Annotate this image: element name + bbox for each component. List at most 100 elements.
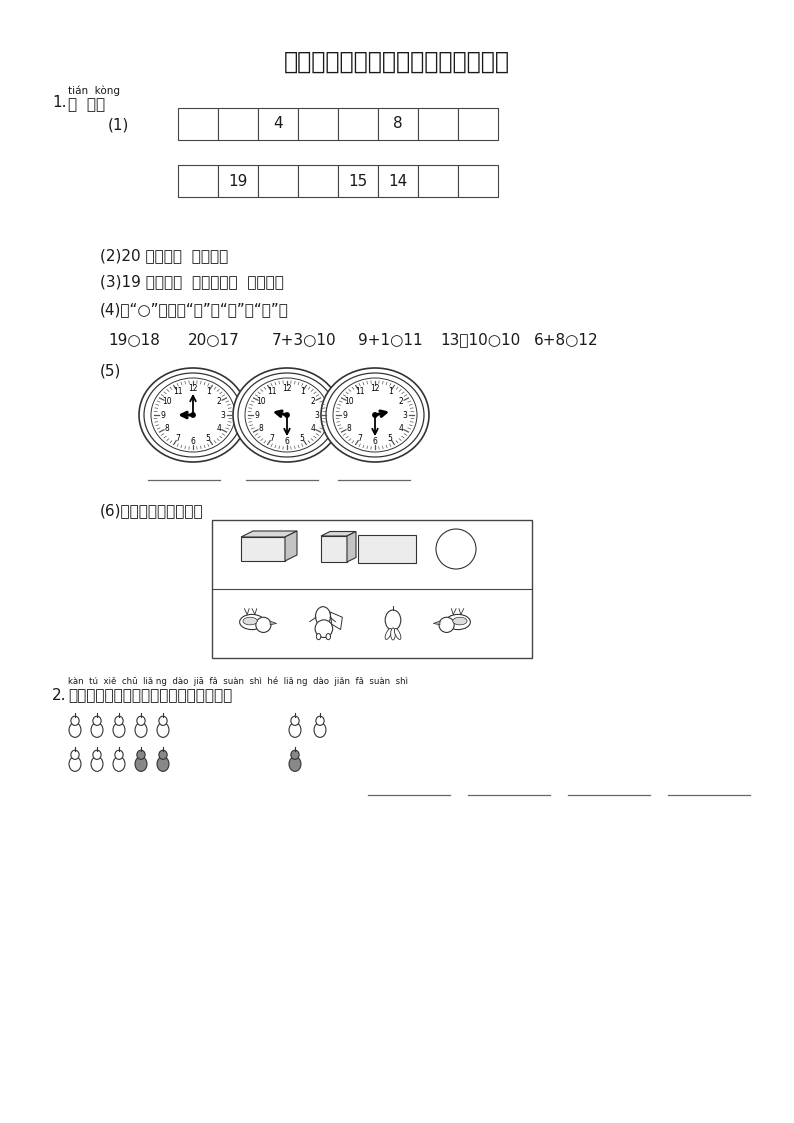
Text: 11: 11: [355, 387, 364, 396]
Bar: [298, 108, 338, 140]
Text: 4: 4: [273, 117, 283, 131]
Ellipse shape: [240, 614, 264, 630]
Ellipse shape: [289, 722, 301, 738]
Circle shape: [315, 620, 333, 638]
Ellipse shape: [137, 716, 145, 725]
Text: 7: 7: [175, 433, 180, 442]
Text: 9: 9: [160, 411, 165, 420]
Ellipse shape: [93, 716, 101, 725]
Ellipse shape: [233, 368, 341, 462]
Text: 6+8○12: 6+8○12: [534, 332, 599, 347]
Text: 看图写出两道加法算式和两道减法算式。: 看图写出两道加法算式和两道减法算式。: [68, 688, 233, 703]
Ellipse shape: [314, 722, 326, 738]
Bar: [358, 535, 416, 563]
Text: tián  kòng: tián kòng: [68, 86, 120, 97]
Text: 2: 2: [399, 398, 403, 407]
Text: 6: 6: [191, 437, 195, 446]
Ellipse shape: [115, 716, 123, 725]
Text: 3: 3: [221, 411, 225, 420]
Text: (4)在“○”里填上“＞”、“＜”或“＝”。: (4)在“○”里填上“＞”、“＜”或“＝”。: [100, 302, 289, 317]
Bar: [458, 165, 498, 197]
Ellipse shape: [93, 750, 101, 759]
Bar: [418, 108, 458, 140]
Ellipse shape: [315, 606, 330, 626]
Circle shape: [191, 413, 195, 418]
Text: 4: 4: [399, 423, 403, 432]
Ellipse shape: [69, 722, 81, 738]
Text: 2: 2: [217, 398, 222, 407]
Text: 3: 3: [314, 411, 320, 420]
Bar: [178, 165, 218, 197]
Bar: [458, 108, 498, 140]
Text: 12: 12: [370, 384, 380, 393]
Bar: [258, 108, 298, 140]
Polygon shape: [241, 531, 297, 537]
Text: 9+1○11: 9+1○11: [358, 332, 422, 347]
Ellipse shape: [316, 633, 321, 640]
Text: 8: 8: [258, 423, 263, 432]
Text: 5: 5: [206, 433, 210, 442]
Ellipse shape: [385, 629, 391, 639]
Polygon shape: [330, 612, 342, 630]
Text: 12: 12: [282, 384, 291, 393]
Circle shape: [436, 529, 476, 569]
Text: 9: 9: [342, 411, 347, 420]
Text: 1: 1: [300, 387, 304, 396]
Ellipse shape: [453, 618, 467, 624]
Text: 5: 5: [299, 433, 305, 442]
Ellipse shape: [238, 373, 336, 457]
Ellipse shape: [139, 368, 247, 462]
Text: 4: 4: [310, 423, 316, 432]
Text: 1: 1: [206, 387, 210, 396]
Text: (6)把不同类的圈出来。: (6)把不同类的圈出来。: [100, 503, 203, 518]
Ellipse shape: [135, 722, 147, 738]
Ellipse shape: [385, 610, 401, 630]
Ellipse shape: [245, 378, 329, 451]
Polygon shape: [347, 531, 356, 562]
Circle shape: [285, 413, 289, 418]
Text: 11: 11: [267, 387, 276, 396]
Ellipse shape: [326, 373, 424, 457]
Ellipse shape: [445, 614, 470, 630]
Circle shape: [373, 413, 377, 418]
Ellipse shape: [395, 629, 401, 639]
Text: 10: 10: [162, 398, 172, 407]
Text: 12: 12: [188, 384, 198, 393]
Bar: [298, 165, 338, 197]
Ellipse shape: [291, 716, 299, 725]
Polygon shape: [321, 531, 356, 536]
Text: 6: 6: [284, 437, 290, 446]
Text: 19: 19: [229, 173, 248, 189]
Text: 10: 10: [344, 398, 353, 407]
Text: 7+3○10: 7+3○10: [272, 332, 337, 347]
Ellipse shape: [91, 722, 103, 738]
Ellipse shape: [135, 757, 147, 772]
Bar: [178, 108, 218, 140]
Text: 1: 1: [387, 387, 392, 396]
Text: 2.: 2.: [52, 688, 67, 703]
Bar: [418, 165, 458, 197]
Ellipse shape: [157, 757, 169, 772]
Ellipse shape: [157, 722, 169, 738]
Bar: [218, 108, 258, 140]
Text: 13１10○10: 13１10○10: [440, 332, 520, 347]
Ellipse shape: [159, 716, 168, 725]
Text: 小学一年级数学上册期末检测考试题: 小学一年级数学上册期末检测考试题: [284, 51, 510, 74]
Bar: [321, 536, 347, 562]
Polygon shape: [434, 621, 440, 624]
Ellipse shape: [291, 750, 299, 759]
Ellipse shape: [113, 722, 125, 738]
Ellipse shape: [151, 378, 235, 451]
Text: 7: 7: [269, 433, 274, 442]
Text: 2: 2: [310, 398, 315, 407]
Text: 7: 7: [357, 433, 362, 442]
Polygon shape: [270, 621, 276, 624]
Ellipse shape: [91, 757, 103, 772]
Text: 6: 6: [372, 437, 377, 446]
Ellipse shape: [137, 750, 145, 759]
Ellipse shape: [321, 368, 429, 462]
Bar: [378, 108, 418, 140]
Text: 19○18: 19○18: [108, 332, 160, 347]
Text: 10: 10: [256, 398, 266, 407]
Polygon shape: [285, 531, 297, 562]
